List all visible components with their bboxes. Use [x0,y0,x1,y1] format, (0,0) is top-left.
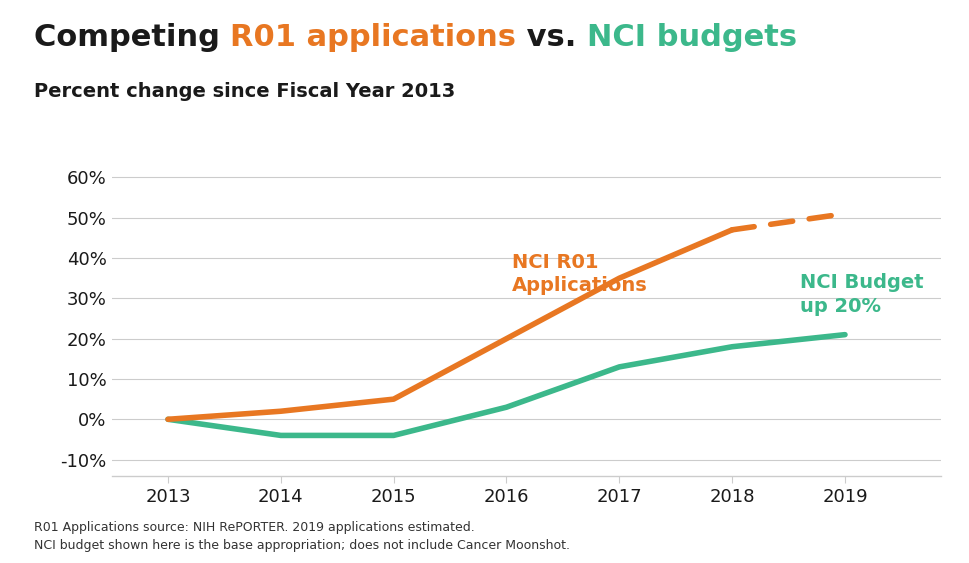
Text: Percent change since Fiscal Year 2013: Percent change since Fiscal Year 2013 [34,82,454,101]
Text: NCI budget shown here is the base appropriation; does not include Cancer Moonsho: NCI budget shown here is the base approp… [34,539,570,552]
Text: NCI R01
Applications: NCI R01 Applications [512,253,647,296]
Text: R01 Applications source: NIH RePORTER. 2019 applications estimated.: R01 Applications source: NIH RePORTER. 2… [34,521,474,534]
Text: R01 applications: R01 applications [231,23,516,52]
Text: NCI budgets: NCI budgets [587,23,797,52]
Text: Competing: Competing [34,23,231,52]
Text: NCI Budget
up 20%: NCI Budget up 20% [799,273,922,316]
Text: vs.: vs. [516,23,587,52]
